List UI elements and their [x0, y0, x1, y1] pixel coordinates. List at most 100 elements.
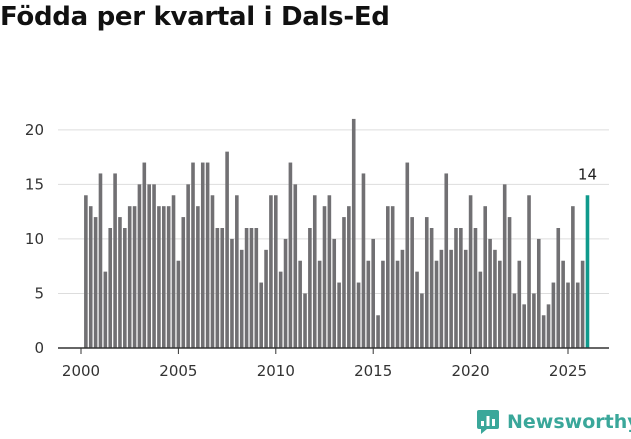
- bar: [381, 260, 385, 348]
- bar: [278, 271, 283, 348]
- chart-title: Födda per kvartal i Dals-Ed: [0, 2, 390, 32]
- annotations: 14: [578, 165, 597, 183]
- bar-chart-speech-bubble-icon: [477, 410, 499, 434]
- bar: [235, 195, 239, 348]
- x-tick-label: 2015: [354, 362, 392, 380]
- bar: [410, 217, 414, 348]
- bar: [536, 238, 541, 348]
- bar: [142, 162, 147, 348]
- bar: [239, 249, 244, 348]
- bar: [415, 271, 419, 348]
- bar: [483, 206, 488, 348]
- bar: [84, 195, 88, 348]
- bar: [434, 260, 439, 348]
- bar: [269, 195, 273, 348]
- bar: [361, 173, 366, 348]
- bar: [337, 282, 341, 348]
- x-tick-label: 2005: [159, 362, 197, 380]
- bar: [205, 162, 210, 348]
- bar: [322, 206, 327, 348]
- bar: [113, 173, 117, 348]
- bar: [493, 249, 497, 348]
- bar: [580, 260, 585, 348]
- bar: [371, 238, 375, 348]
- bar: [123, 228, 127, 348]
- bar: [118, 217, 122, 348]
- bar: [541, 315, 546, 348]
- x-tick-label: 2025: [549, 362, 587, 380]
- bar: [298, 260, 302, 348]
- bar: [512, 293, 517, 348]
- bar: [551, 282, 556, 348]
- bar: [546, 304, 551, 348]
- bar: [376, 315, 380, 348]
- bar: [230, 238, 234, 348]
- bar: [161, 206, 166, 348]
- bar: [585, 195, 590, 348]
- x-tick-label: 2020: [452, 362, 490, 380]
- bar: [103, 271, 108, 348]
- x-tick-label: 2000: [62, 362, 100, 380]
- bar: [147, 184, 151, 348]
- bar: [395, 260, 400, 348]
- y-tick-label: 5: [34, 284, 44, 302]
- bar: [293, 184, 298, 348]
- y-axis: 0 5 10 15 20: [25, 121, 44, 357]
- bar: [88, 206, 93, 348]
- bars: [84, 118, 590, 348]
- bar: [366, 260, 371, 348]
- bar: [98, 173, 103, 348]
- bar: [93, 217, 98, 348]
- bar: [249, 228, 254, 348]
- bar: [196, 206, 200, 348]
- bar: [317, 260, 322, 348]
- bar: [264, 249, 268, 348]
- bar: [468, 195, 473, 348]
- bar: [181, 217, 186, 348]
- bar: [561, 260, 565, 348]
- bar: [424, 217, 429, 348]
- bar: [522, 304, 526, 348]
- bar: [517, 260, 522, 348]
- bar: [288, 162, 293, 348]
- bar: [566, 282, 570, 348]
- brand-name: Newsworthy: [507, 411, 631, 433]
- bar: [327, 195, 332, 348]
- bar: [200, 162, 205, 348]
- bar: [498, 260, 502, 348]
- bar: [157, 206, 161, 348]
- y-tick-label: 0: [34, 339, 44, 357]
- bar: [478, 271, 483, 348]
- y-tick-label: 15: [25, 175, 44, 193]
- bar: [420, 293, 424, 348]
- bar: [132, 206, 137, 348]
- bar: [405, 162, 410, 348]
- bar: [459, 228, 463, 348]
- bar: [152, 184, 156, 348]
- bar: [502, 184, 507, 348]
- bar: [386, 206, 390, 348]
- bar: [191, 162, 195, 348]
- data-label: 14: [578, 165, 597, 183]
- bar: [171, 195, 176, 348]
- bar: [454, 228, 458, 348]
- bar: [259, 282, 263, 348]
- bar: [400, 249, 405, 348]
- bar: [283, 238, 288, 348]
- y-tick-label: 20: [25, 121, 44, 139]
- x-tick-label: 2010: [257, 362, 295, 380]
- bar: [488, 238, 492, 348]
- bar: [429, 228, 434, 348]
- bar: [176, 260, 181, 348]
- bar: [210, 195, 215, 348]
- bar: [439, 249, 444, 348]
- bar: [225, 151, 229, 348]
- newsworthy-logo[interactable]: Newsworthy: [476, 408, 631, 436]
- bar: [137, 184, 142, 348]
- bar: [473, 228, 478, 348]
- bar: [342, 217, 346, 348]
- bar: [356, 282, 361, 348]
- bar: [274, 195, 278, 348]
- bar: [571, 206, 575, 348]
